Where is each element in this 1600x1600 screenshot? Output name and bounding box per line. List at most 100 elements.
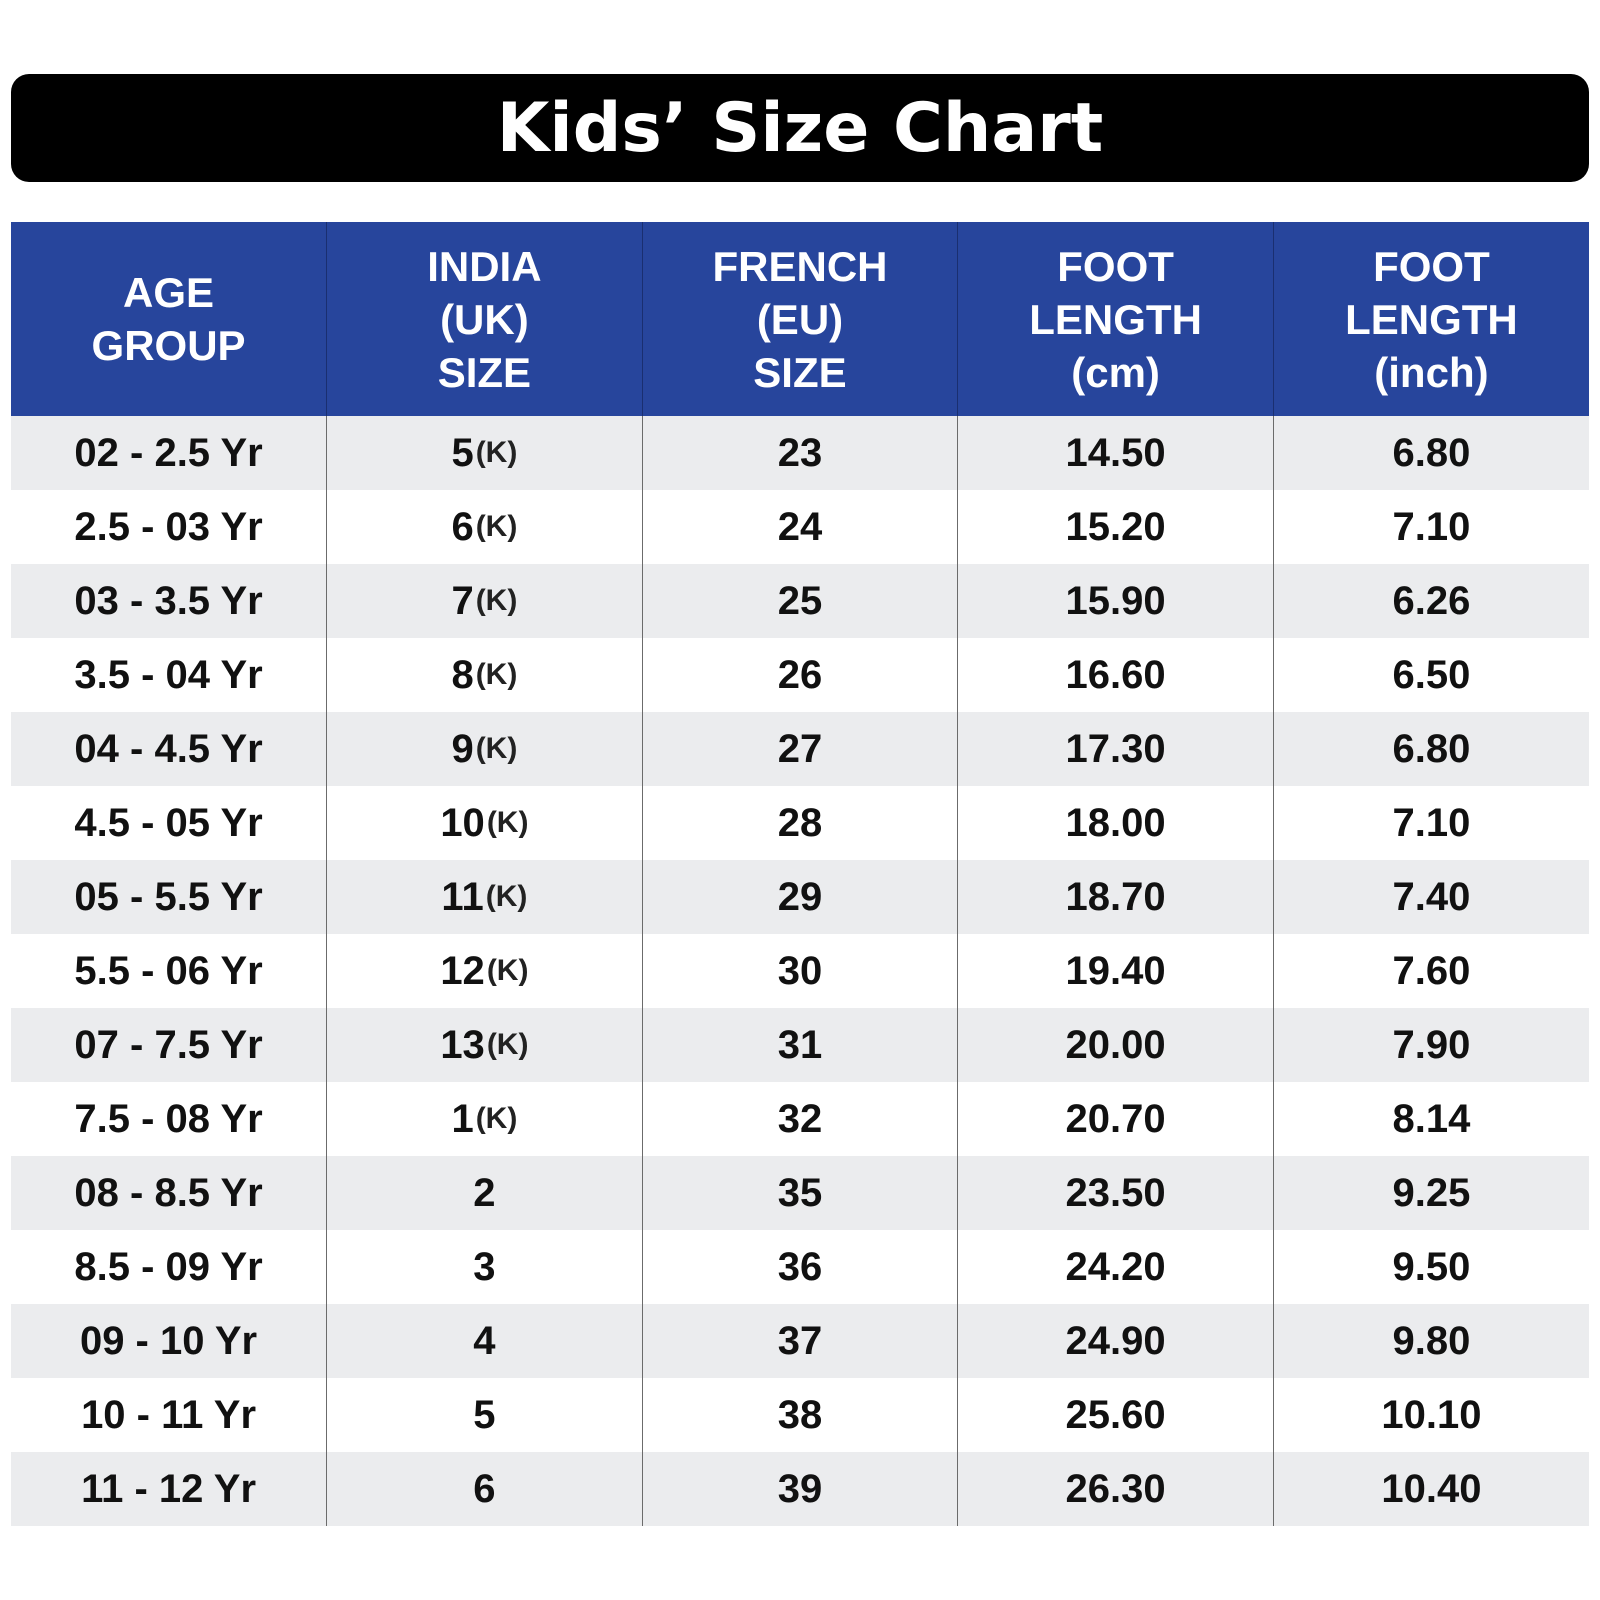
table-row: 04 - 4.5 Yr 9(K) 27 17.30 6.80	[11, 712, 1589, 786]
cell-age-group: 8.5 - 09 Yr	[11, 1230, 327, 1304]
cell-foot-length-cm: 19.40	[957, 934, 1274, 1008]
india-size-value: 5	[473, 1392, 496, 1437]
india-size-suffix: (K)	[485, 879, 528, 913]
table-row: 10 - 11 Yr 5 38 25.60 10.10	[11, 1378, 1589, 1452]
table-row: 11 - 12 Yr 6 39 26.30 10.40	[11, 1452, 1589, 1526]
cell-french-size: 36	[641, 1230, 958, 1304]
table-row: 7.5 - 08 Yr 1(K) 32 20.70 8.14	[11, 1082, 1589, 1156]
cell-foot-length-inch: 7.40	[1272, 860, 1589, 934]
india-size-suffix: (K)	[475, 583, 518, 617]
table-row: 2.5 - 03 Yr 6(K) 24 15.20 7.10	[11, 490, 1589, 564]
india-size-value: 10	[440, 800, 485, 845]
cell-foot-length-inch: 7.90	[1272, 1008, 1589, 1082]
cell-french-size: 35	[641, 1156, 958, 1230]
india-size-value: 9	[451, 726, 474, 771]
cell-foot-length-inch: 9.80	[1272, 1304, 1589, 1378]
cell-foot-length-cm: 24.90	[957, 1304, 1274, 1378]
india-size-suffix: (K)	[475, 731, 518, 765]
cell-foot-length-cm: 14.50	[957, 416, 1274, 490]
cell-age-group: 11 - 12 Yr	[11, 1452, 327, 1526]
cell-french-size: 39	[641, 1452, 958, 1526]
cell-age-group: 08 - 8.5 Yr	[11, 1156, 327, 1230]
india-size-value: 12	[440, 948, 485, 993]
cell-french-size: 29	[641, 860, 958, 934]
cell-french-size: 37	[641, 1304, 958, 1378]
cell-age-group: 7.5 - 08 Yr	[11, 1082, 327, 1156]
cell-foot-length-cm: 24.20	[957, 1230, 1274, 1304]
cell-french-size: 30	[641, 934, 958, 1008]
header-age-group: AGE GROUP	[11, 222, 327, 416]
header-line: SIZE	[753, 348, 847, 396]
cell-foot-length-inch: 9.25	[1272, 1156, 1589, 1230]
india-size-value: 2	[473, 1170, 496, 1215]
cell-foot-length-cm: 18.70	[957, 860, 1274, 934]
india-size-value: 6	[473, 1466, 496, 1511]
cell-age-group: 05 - 5.5 Yr	[11, 860, 327, 934]
cell-india-size: 8(K)	[326, 638, 643, 712]
cell-french-size: 24	[641, 490, 958, 564]
cell-age-group: 09 - 10 Yr	[11, 1304, 327, 1378]
india-size-suffix: (K)	[486, 1027, 529, 1061]
cell-india-size: 10(K)	[326, 786, 643, 860]
header-india-size: INDIA (UK) SIZE	[326, 222, 643, 416]
header-foot-length-inch: FOOT LENGTH (inch)	[1272, 222, 1589, 416]
header-line: (cm)	[1071, 348, 1160, 396]
cell-french-size: 31	[641, 1008, 958, 1082]
cell-india-size: 6(K)	[326, 490, 643, 564]
india-size-value: 1	[451, 1096, 474, 1141]
table-row: 07 - 7.5 Yr 13(K) 31 20.00 7.90	[11, 1008, 1589, 1082]
cell-india-size: 5	[326, 1378, 643, 1452]
cell-french-size: 38	[641, 1378, 958, 1452]
india-size-suffix: (K)	[486, 805, 529, 839]
table-row: 8.5 - 09 Yr 3 36 24.20 9.50	[11, 1230, 1589, 1304]
india-size-suffix: (K)	[475, 435, 518, 469]
cell-french-size: 32	[641, 1082, 958, 1156]
cell-foot-length-cm: 23.50	[957, 1156, 1274, 1230]
cell-foot-length-cm: 20.00	[957, 1008, 1274, 1082]
cell-age-group: 10 - 11 Yr	[11, 1378, 327, 1452]
header-line: (EU)	[756, 295, 844, 343]
cell-india-size: 13(K)	[326, 1008, 643, 1082]
header-line: GROUP	[91, 322, 246, 369]
cell-french-size: 23	[641, 416, 958, 490]
cell-foot-length-cm: 26.30	[957, 1452, 1274, 1526]
header-line: FOOT	[1057, 242, 1174, 290]
header-row: AGE GROUP INDIA (UK) SIZE FRENCH (EU) SI…	[11, 222, 1589, 416]
header-line: FOOT	[1373, 242, 1490, 290]
india-size-value: 8	[451, 652, 474, 697]
india-size-value: 6	[451, 504, 474, 549]
cell-foot-length-inch: 8.14	[1272, 1082, 1589, 1156]
cell-age-group: 2.5 - 03 Yr	[11, 490, 327, 564]
cell-foot-length-inch: 7.10	[1272, 786, 1589, 860]
header-line: (inch)	[1374, 348, 1489, 396]
cell-foot-length-inch: 6.80	[1272, 712, 1589, 786]
cell-foot-length-cm: 18.00	[957, 786, 1274, 860]
cell-india-size: 9(K)	[326, 712, 643, 786]
cell-india-size: 7(K)	[326, 564, 643, 638]
cell-india-size: 5(K)	[326, 416, 643, 490]
india-size-value: 11	[441, 874, 484, 919]
header-line: SIZE	[437, 348, 532, 396]
title-banner: Kids’ Size Chart	[11, 74, 1589, 182]
table-row: 08 - 8.5 Yr 2 35 23.50 9.25	[11, 1156, 1589, 1230]
cell-foot-length-cm: 17.30	[957, 712, 1274, 786]
header-line: AGE	[123, 269, 215, 316]
page-title: Kids’ Size Chart	[496, 88, 1104, 168]
india-size-suffix: (K)	[475, 657, 518, 691]
india-size-suffix: (K)	[475, 1101, 518, 1135]
table-body: 02 - 2.5 Yr 5(K) 23 14.50 6.80 2.5 - 03 Yr 6(K…	[11, 416, 1589, 1526]
cell-age-group: 03 - 3.5 Yr	[11, 564, 327, 638]
cell-india-size: 4	[326, 1304, 643, 1378]
cell-age-group: 4.5 - 05 Yr	[11, 786, 327, 860]
cell-french-size: 27	[641, 712, 958, 786]
cell-india-size: 3	[326, 1230, 643, 1304]
cell-age-group: 02 - 2.5 Yr	[11, 416, 327, 490]
india-size-suffix: (K)	[475, 509, 518, 543]
header-line: INDIA	[427, 242, 542, 290]
cell-india-size: 6	[326, 1452, 643, 1526]
cell-foot-length-inch: 7.60	[1272, 934, 1589, 1008]
cell-foot-length-cm: 20.70	[957, 1082, 1274, 1156]
cell-foot-length-cm: 16.60	[957, 638, 1274, 712]
india-size-value: 4	[473, 1318, 496, 1363]
cell-french-size: 25	[641, 564, 958, 638]
